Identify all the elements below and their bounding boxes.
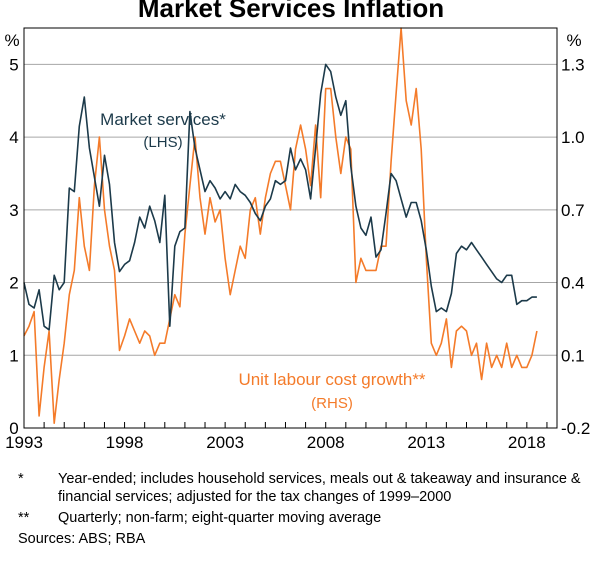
- x-tick-label: 2018: [508, 433, 546, 452]
- right-tick-label: 0.1: [561, 346, 585, 365]
- series-layer: [23, 27, 538, 425]
- left-axis: 0 1 2 3 4 5: [9, 55, 18, 438]
- left-tick-label: 0: [9, 419, 18, 438]
- footnote-2-mark: **: [18, 510, 30, 526]
- left-tick-label: 2: [9, 274, 18, 293]
- right-tick-label: -0.2: [561, 419, 590, 438]
- right-axis-unit: %: [566, 31, 581, 50]
- left-tick-label: 3: [9, 201, 18, 220]
- chart: Market Services Inflation % % 0 1 2 3 4 5 -0.…: [4, 0, 590, 452]
- x-axis: 1993 1998 2003 2008 2013 2018: [5, 422, 548, 452]
- chart-title: Market Services Inflation: [138, 0, 444, 23]
- market-services-line: [23, 63, 537, 331]
- sources: Sources: ABS; RBA: [18, 531, 146, 547]
- footnote-2-text: Quarterly; non-farm; eight-quarter movin…: [58, 510, 382, 526]
- right-tick-label: 0.4: [561, 274, 585, 293]
- left-tick-label: 1: [9, 346, 18, 365]
- right-tick-label: 1.0: [561, 128, 585, 147]
- left-axis-unit: %: [4, 31, 19, 50]
- unit-labour-cost-line: [23, 27, 538, 425]
- x-tick-label: 1998: [106, 433, 144, 452]
- footnote-1-text: Year-ended; includes household services,…: [58, 471, 581, 505]
- left-tick-label: 4: [9, 128, 18, 147]
- right-tick-label: 0.7: [561, 201, 585, 220]
- market-services-axis-label: (LHS): [143, 134, 182, 151]
- footnote-1: * Year-ended; includes household service…: [18, 470, 588, 506]
- x-tick-label: 2008: [307, 433, 345, 452]
- x-tick-label: 2013: [407, 433, 445, 452]
- x-tick-label: 1993: [5, 433, 43, 452]
- ulc-growth-label: Unit labour cost growth**: [238, 370, 425, 389]
- footnote-1-mark: *: [18, 471, 24, 487]
- ulc-growth-axis-label: (RHS): [311, 395, 353, 412]
- market-services-label: Market services*: [100, 110, 226, 129]
- footnotes: * Year-ended; includes household service…: [18, 470, 588, 548]
- right-tick-label: 1.3: [561, 55, 585, 74]
- left-tick-label: 5: [9, 55, 18, 74]
- x-tick-label: 2003: [206, 433, 244, 452]
- footnote-2: ** Quarterly; non-farm; eight-quarter mo…: [18, 509, 588, 527]
- right-axis: -0.2 0.1 0.4 0.7 1.0 1.3: [561, 55, 590, 438]
- plot-frame: [23, 27, 558, 429]
